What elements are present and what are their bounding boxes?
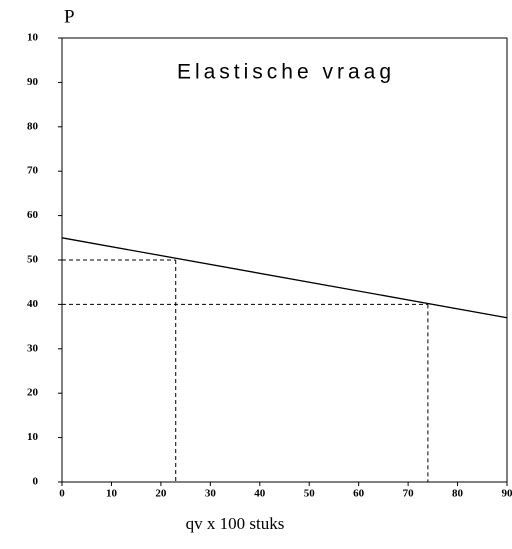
y-tick-label: 30 <box>27 342 39 354</box>
x-tick-label: 50 <box>304 488 316 500</box>
y-tick-label: 20 <box>27 387 39 399</box>
x-tick-label: 90 <box>502 488 512 500</box>
x-tick-label: 80 <box>452 488 464 500</box>
x-tick-label: 10 <box>106 488 118 500</box>
y-tick-label: 90 <box>27 76 39 88</box>
y-tick-label: 40 <box>27 298 39 310</box>
y-tick-label: 70 <box>27 165 39 177</box>
y-tick-label: 10 <box>27 431 39 443</box>
y-tick-label: 60 <box>27 209 39 221</box>
demand-line <box>61 237 508 319</box>
x-tick-label: 70 <box>403 488 415 500</box>
x-tick-label: 60 <box>353 488 365 500</box>
x-tick-label: 20 <box>155 488 167 500</box>
y-tick-label: 80 <box>27 120 39 132</box>
x-tick-label: 40 <box>254 488 266 500</box>
x-tick-label: 30 <box>205 488 217 500</box>
y-tick-label: 50 <box>27 254 39 266</box>
y-tick-label: 10 <box>27 32 39 44</box>
y-axis-label: P <box>64 6 75 27</box>
y-tick-label: 0 <box>33 476 39 488</box>
x-tick-label: 0 <box>59 488 65 500</box>
chart-title: Elastische vraag <box>177 61 395 84</box>
x-axis-label: qv x 100 stuks <box>186 514 285 533</box>
